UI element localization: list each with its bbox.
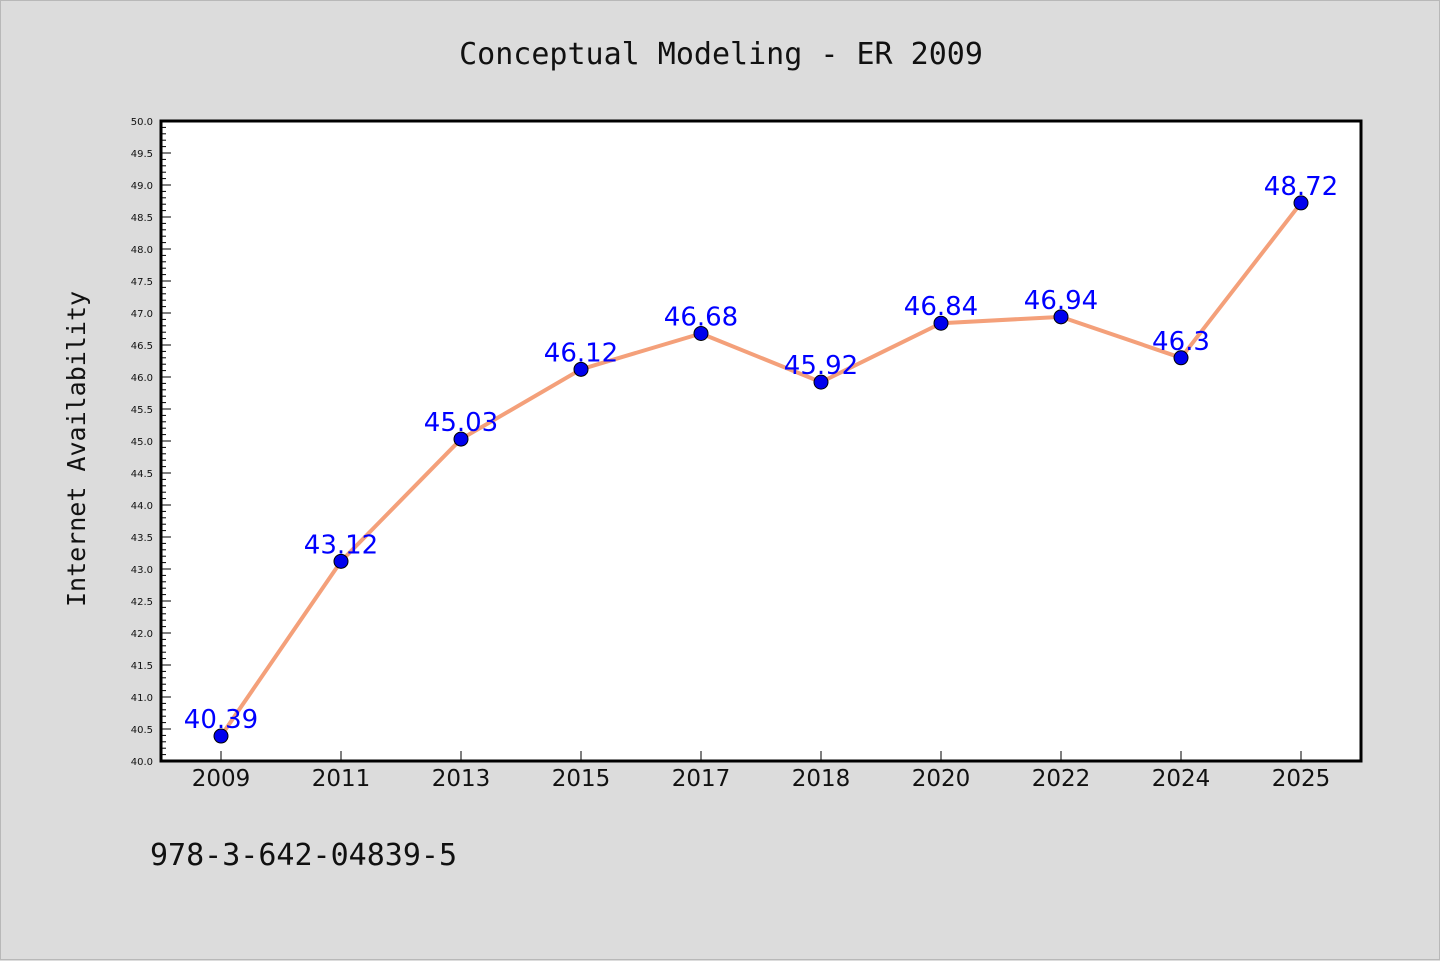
- plot-border: [159, 119, 1363, 763]
- data-point: [453, 431, 469, 447]
- y-axis: 40.0 40.5 41.0 41.5 42.0 42.5 43.0 43.5 44.0 44.5…: [131, 117, 171, 768]
- x-axis: 2009 2011 2013 2015 2017 2018 2020 2022 2024 2025: [192, 751, 1331, 792]
- y-tick-label: 40.0: [131, 757, 153, 768]
- series-layer: [213, 195, 1309, 744]
- y-tick-label: 45.5: [131, 405, 153, 416]
- x-tick-label: 2020: [912, 766, 971, 792]
- y-tick-label: 46.0: [131, 373, 153, 384]
- data-label: 48.72: [1264, 172, 1338, 202]
- y-tick-label: 41.0: [131, 693, 153, 704]
- x-tick-label: 2025: [1272, 766, 1331, 792]
- plot-area: [161, 121, 1361, 761]
- y-tick-label: 45.0: [131, 437, 153, 448]
- isbn-note: 978-3-642-04839-5: [150, 838, 457, 873]
- x-tick-label: 2009: [192, 766, 251, 792]
- data-label: 46.68: [664, 302, 738, 332]
- y-tick-label: 47.5: [131, 277, 153, 288]
- y-tick-label: 46.5: [131, 341, 153, 352]
- chart-title: Conceptual Modeling - ER 2009: [459, 37, 983, 72]
- y-tick-label: 43.5: [131, 533, 153, 544]
- y-tick-label: 48.0: [131, 245, 153, 256]
- data-point: [1173, 350, 1189, 366]
- data-point: [333, 553, 349, 569]
- x-tick-label: 2015: [552, 766, 611, 792]
- x-tick-label: 2013: [432, 766, 491, 792]
- y-tick-label: 48.5: [131, 213, 153, 224]
- data-point: [813, 374, 829, 390]
- y-tick-label: 41.5: [131, 661, 153, 672]
- y-tick-label: 50.0: [131, 117, 153, 128]
- x-tick-label: 2011: [312, 766, 371, 792]
- y-tick-label: 47.0: [131, 309, 153, 320]
- data-label: 43.12: [304, 530, 378, 560]
- y-tick-label: 42.5: [131, 597, 153, 608]
- data-label: 45.03: [424, 408, 498, 438]
- data-point: [1293, 195, 1309, 211]
- y-tick-label: 44.5: [131, 469, 153, 480]
- data-point: [1053, 309, 1069, 325]
- data-point: [693, 325, 709, 341]
- series-line: [219, 200, 1303, 739]
- y-tick-label: 40.5: [131, 725, 153, 736]
- x-tick-label: 2024: [1152, 766, 1211, 792]
- data-label: 46.12: [544, 338, 618, 368]
- x-tick-label: 2017: [672, 766, 731, 792]
- data-label: 46.84: [904, 292, 978, 322]
- data-label: 45.92: [784, 351, 858, 381]
- data-point: [213, 728, 229, 744]
- data-label: 46.3: [1152, 327, 1210, 357]
- data-labels: 40.39 43.12 45.03 46.12 46.68 45.92 46.84 46.94…: [184, 172, 1338, 735]
- y-tick-label: 49.5: [131, 149, 153, 160]
- x-tick-label: 2022: [1032, 766, 1091, 792]
- data-label: 46.94: [1024, 286, 1098, 316]
- y-axis-label: Internet Availability: [62, 291, 91, 607]
- data-point: [933, 315, 949, 331]
- x-tick-label: 2018: [792, 766, 851, 792]
- y-tick-label: 43.0: [131, 565, 153, 576]
- y-tick-label: 44.0: [131, 501, 153, 512]
- data-point: [573, 361, 589, 377]
- y-tick-label: 42.0: [131, 629, 153, 640]
- y-tick-label: 49.0: [131, 181, 153, 192]
- data-label: 40.39: [184, 705, 258, 735]
